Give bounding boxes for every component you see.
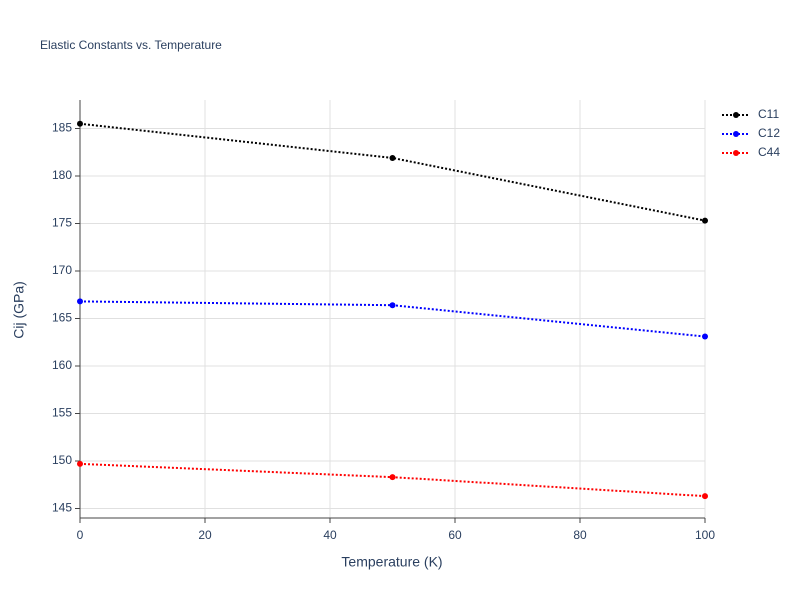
x-tick-label: 0 — [77, 528, 84, 542]
x-tick-label: 80 — [573, 528, 587, 542]
legend-label: C12 — [758, 126, 780, 140]
x-tick-label: 60 — [448, 528, 462, 542]
legend-label: C11 — [758, 107, 779, 121]
x-tick-label: 100 — [695, 528, 715, 542]
y-tick-label: 170 — [52, 263, 72, 277]
point — [77, 120, 83, 127]
y-tick-label: 185 — [52, 121, 72, 135]
point — [389, 474, 396, 481]
y-tick-label: 150 — [52, 453, 72, 467]
point — [389, 154, 396, 161]
x-tick-label: 40 — [323, 528, 337, 542]
legend-marker — [733, 150, 739, 156]
y-tick-label: 165 — [52, 311, 72, 325]
y-tick-label: 180 — [52, 168, 72, 182]
legend-label: C44 — [758, 145, 780, 159]
y-tick-label: 145 — [52, 501, 72, 515]
point — [77, 298, 83, 305]
point — [77, 460, 83, 467]
legend-marker — [733, 131, 739, 137]
point — [702, 493, 708, 500]
point — [389, 302, 396, 309]
y-tick-label: 155 — [52, 406, 72, 420]
legend-marker — [733, 112, 739, 118]
point — [702, 333, 708, 340]
x-axis-title: Temperature (K) — [341, 554, 442, 570]
y-tick-label: 160 — [52, 358, 72, 372]
chart-title: Elastic Constants vs. Temperature — [40, 38, 222, 52]
y-axis-title: Cij (GPa) — [11, 281, 27, 339]
x-tick-label: 20 — [198, 528, 212, 542]
series-line — [79, 122, 706, 222]
point — [702, 217, 708, 224]
y-tick-label: 175 — [52, 216, 72, 230]
